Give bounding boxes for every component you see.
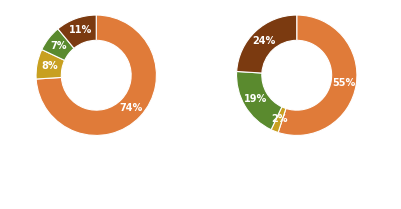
Text: 2%: 2% — [271, 115, 288, 124]
Wedge shape — [271, 107, 286, 133]
Text: 7%: 7% — [51, 41, 67, 51]
Text: 8%: 8% — [41, 61, 58, 71]
Wedge shape — [237, 15, 297, 73]
Wedge shape — [237, 71, 282, 130]
Wedge shape — [278, 15, 357, 135]
Text: 55%: 55% — [332, 78, 355, 88]
Text: 19%: 19% — [244, 94, 267, 104]
Wedge shape — [36, 15, 156, 135]
Text: 11%: 11% — [69, 25, 92, 36]
Wedge shape — [36, 50, 65, 79]
Text: 24%: 24% — [253, 36, 276, 46]
Wedge shape — [42, 29, 74, 60]
Wedge shape — [58, 15, 96, 48]
Text: 74%: 74% — [119, 103, 142, 113]
